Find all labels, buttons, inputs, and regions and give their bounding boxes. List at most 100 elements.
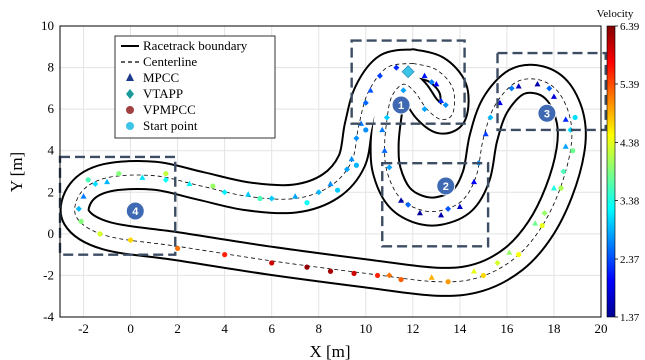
start-point-marker <box>401 65 415 79</box>
mpcc-point <box>245 191 252 197</box>
vtapp-point <box>442 101 449 108</box>
vtapp-point <box>362 99 369 106</box>
vpmpcc-point <box>222 252 228 258</box>
vpmpcc-point <box>570 148 576 154</box>
vpmpcc-point <box>304 264 310 270</box>
vtapp-point <box>353 135 360 142</box>
x-tick-label: 20 <box>595 321 608 336</box>
vtapp-point <box>268 195 275 202</box>
region-number-badge <box>391 95 411 115</box>
mpcc-point <box>104 178 111 185</box>
vtapp-point <box>343 166 350 173</box>
racetrack <box>60 48 587 297</box>
vpmpcc-point <box>516 252 522 258</box>
vtapp-point <box>421 106 428 113</box>
vtapp-point <box>541 210 548 217</box>
mpcc-point <box>506 249 513 255</box>
mpcc-point <box>562 143 569 149</box>
y-tick-label: -2 <box>43 267 54 282</box>
vtapp-point <box>400 87 407 94</box>
colorbar-tick-label: 4.38 <box>620 138 640 150</box>
vtapp-point <box>221 189 228 196</box>
x-tick-label: 10 <box>359 321 372 336</box>
x-tick-label: 2 <box>174 321 181 336</box>
mpcc-point <box>456 203 463 210</box>
y-tick-label: 8 <box>48 60 55 75</box>
y-tick-label: -4 <box>43 309 54 324</box>
mpcc-point <box>398 197 405 203</box>
mpcc-point <box>327 180 334 187</box>
vpmpcc-point <box>210 183 216 189</box>
vpmpcc-point <box>480 272 486 279</box>
mpcc-point <box>348 155 355 162</box>
vpmpcc-point <box>175 245 181 252</box>
region-box <box>381 161 490 248</box>
x-tick-label: 8 <box>315 321 322 336</box>
region-number-badge <box>537 103 557 123</box>
mpcc-point <box>534 81 541 87</box>
y-axis-label: Y [m] <box>7 152 26 192</box>
region-number: 2 <box>443 181 449 193</box>
mpcc-point <box>470 268 477 274</box>
region-box <box>496 51 607 132</box>
region-number-badge <box>125 201 145 221</box>
colorbar-tick-label: 6.39 <box>620 21 640 33</box>
legend-entry-centerline: Centerline <box>143 54 197 69</box>
x-tick-label: -2 <box>78 321 89 336</box>
plot-frame <box>59 25 602 318</box>
region-number: 4 <box>132 206 139 218</box>
mpcc-point <box>433 81 440 87</box>
vtapp-point <box>386 272 393 279</box>
x-axis-label: X [m] <box>309 342 350 360</box>
mpcc-point <box>379 126 386 133</box>
vpmpcc-point <box>353 162 359 168</box>
mpcc-point <box>428 274 435 280</box>
colorbar-tick-label: 2.37 <box>620 254 640 266</box>
mpcc-point <box>367 87 374 93</box>
vtapp-point <box>383 114 390 121</box>
colorbar-ticks: 1.37 2.37 3.38 4.38 5.39 6.39 <box>615 21 640 324</box>
vpmpcc-point <box>257 195 263 202</box>
colorbar-tick-label: 1.37 <box>620 312 640 324</box>
y-tick-label: 6 <box>48 101 55 116</box>
y-tick-label: 10 <box>41 18 54 33</box>
vpmpcc-point <box>116 170 122 177</box>
vpmpcc-point <box>351 270 357 276</box>
legend-vtapp-swatch <box>126 89 134 99</box>
vpmpcc-point <box>327 268 334 274</box>
vtapp-point <box>494 259 501 266</box>
vpmpcc-point <box>85 177 91 183</box>
legend-entry-vtapp: VTAPP <box>143 86 183 101</box>
vpmpcc-point <box>558 185 564 191</box>
vpmpcc-point <box>97 231 103 237</box>
mpcc-point <box>550 184 557 191</box>
vpmpcc-point <box>304 200 310 206</box>
vpmpcc-point <box>539 222 545 229</box>
colorbar-gradient <box>606 25 616 318</box>
legend-entry-start: Start point <box>143 118 198 133</box>
mpcc-point <box>515 83 522 89</box>
mpcc-point <box>80 193 87 199</box>
vtapp-point <box>405 201 412 208</box>
vtapp-point <box>567 126 574 133</box>
vtapp-point <box>487 114 494 121</box>
x-tick-label: 4 <box>221 321 228 336</box>
legend-entry-mpcc: MPCC <box>143 70 179 85</box>
vpmpcc-point <box>334 187 341 193</box>
x-tick-label: 12 <box>406 321 419 336</box>
vpmpcc-point <box>269 260 275 266</box>
vtapp-point <box>75 205 82 212</box>
colorbar-tick-label: 5.39 <box>620 79 640 91</box>
trajectory-points <box>75 64 578 285</box>
track-surface <box>61 50 585 295</box>
velocity-colorbar: Velocity 1.37 2.37 3.38 4.38 5.39 6.39 <box>597 8 640 324</box>
vpmpcc-point <box>127 237 134 243</box>
mpcc-point <box>381 147 388 153</box>
region-number-badge <box>436 176 456 196</box>
mpcc-point <box>139 174 146 180</box>
mpcc-point <box>438 97 445 104</box>
vtapp-point <box>376 72 383 79</box>
vtapp-point <box>393 64 400 71</box>
